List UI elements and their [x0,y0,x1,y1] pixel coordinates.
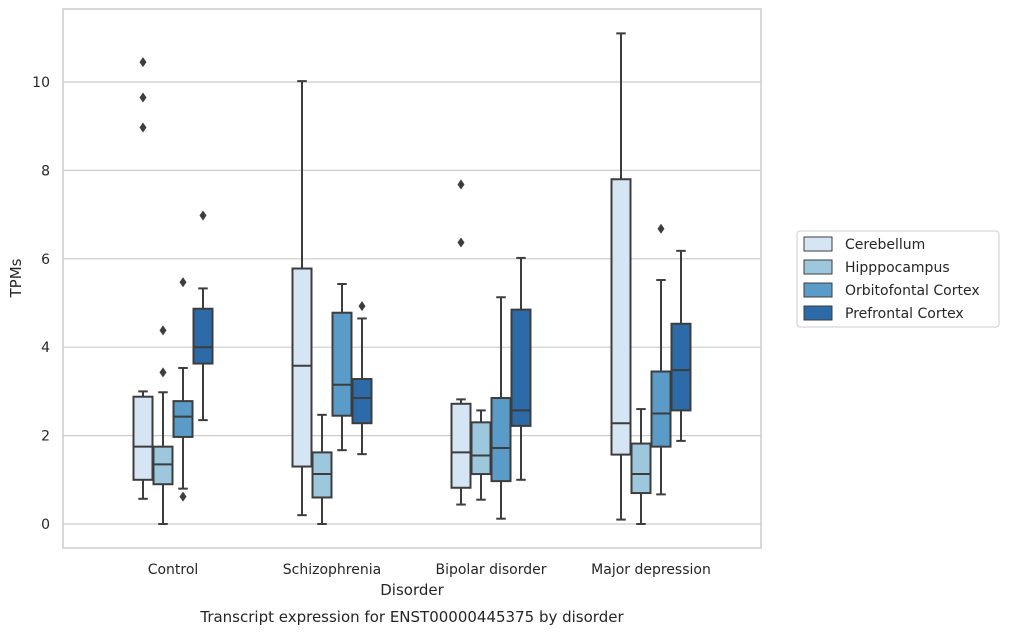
outlier-point [139,122,147,133]
plot-area-frame [62,8,762,549]
box-iqr [172,400,194,438]
y-tick-label: 4 [41,340,50,356]
outlier-point [358,301,366,312]
box-iqr [630,442,652,495]
box-cerebellum [132,57,154,500]
legend-swatch [803,282,833,298]
outlier-point [199,210,207,221]
y-tick-label: 6 [41,252,50,268]
box-iqr [470,421,492,476]
legend-frame [796,230,1000,328]
y-tick-label: 0 [41,517,50,533]
box-cerebellum [610,32,632,521]
box-iqr [152,445,174,486]
box-iqr [291,267,313,468]
box-iqr [490,397,512,483]
box-cerebellum [450,179,472,506]
x-axis-ticks: Control Schizophrenia Bipolar disorder Majo… [148,562,711,578]
box-orbitofontal-cortex [490,296,512,520]
legend-label: Prefrontal Cortex [845,306,964,322]
box-hipppocampus [152,325,174,525]
x-axis-label: Disorder [380,581,444,599]
outlier-point [179,491,187,502]
x-tick-label: Control [148,562,199,578]
legend: Cerebellum Hipppocampus Orbitofontal Corte… [796,230,1000,328]
outlier-point [657,223,665,234]
y-axis-ticks: 0 2 4 6 8 10 [32,75,50,533]
x-tick-label: Bipolar disorder [435,562,546,578]
box-iqr [510,308,532,427]
legend-items: Cerebellum Hipppocampus Orbitofontal Corte… [803,236,980,322]
box-hipppocampus [630,408,652,525]
outlier-point [139,92,147,103]
legend-label: Orbitofontal Cortex [845,283,980,299]
y-axis-label: TPMs [7,258,25,298]
y-tick-label: 8 [41,163,50,179]
x-tick-label: Major depression [591,562,711,578]
box-prefrontal-cortex [351,301,373,456]
box-prefrontal-cortex [192,210,214,422]
box-prefrontal-cortex [670,249,692,442]
box-iqr [132,395,154,481]
box-orbitofontal-cortex [331,282,353,452]
legend-label: Hipppocampus [845,260,950,276]
box-hipppocampus [311,413,333,525]
legend-label: Cerebellum [845,237,925,253]
box-iqr [192,307,214,365]
y-tick-label: 2 [41,429,50,445]
box-groups [132,32,692,525]
legend-swatch [803,236,833,252]
box-iqr [650,370,672,448]
box-iqr [331,311,353,417]
box-iqr [670,322,692,412]
box-orbitofontal-cortex [172,277,194,502]
outlier-point [139,57,147,68]
outlier-point [457,179,465,190]
x-tick-label: Schizophrenia [283,562,381,578]
outlier-point [159,367,167,378]
legend-swatch [803,305,833,321]
box-iqr [450,402,472,489]
y-tick-label: 10 [32,75,50,91]
outlier-point [159,325,167,336]
chart-caption: Transcript expression for ENST0000044537… [199,608,624,626]
box-orbitofontal-cortex [650,223,672,496]
box-prefrontal-cortex [510,256,532,481]
box-cerebellum [291,80,313,517]
outlier-point [457,237,465,248]
box-iqr [610,178,632,456]
legend-swatch [803,259,833,275]
outlier-point [179,277,187,288]
box-iqr [351,378,373,425]
box-hipppocampus [470,409,492,501]
